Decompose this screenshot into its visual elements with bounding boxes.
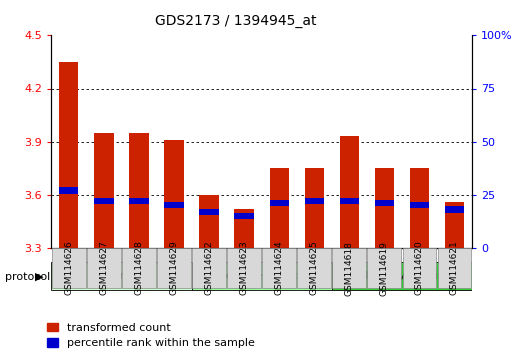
Text: GSM114618: GSM114618 bbox=[345, 241, 354, 296]
FancyBboxPatch shape bbox=[192, 248, 226, 289]
Bar bbox=[200, 195, 219, 248]
Bar bbox=[374, 200, 394, 206]
FancyBboxPatch shape bbox=[262, 248, 296, 289]
FancyBboxPatch shape bbox=[438, 248, 471, 289]
Text: GSM114625: GSM114625 bbox=[310, 241, 319, 296]
Text: sedentary: sedentary bbox=[93, 271, 149, 281]
Bar bbox=[234, 209, 254, 248]
FancyBboxPatch shape bbox=[191, 262, 332, 290]
Bar bbox=[305, 198, 324, 204]
Bar bbox=[269, 168, 289, 248]
Bar bbox=[445, 206, 464, 213]
Text: GSM114620: GSM114620 bbox=[415, 241, 424, 296]
Text: GSM114629: GSM114629 bbox=[169, 241, 179, 296]
Text: GSM114627: GSM114627 bbox=[100, 241, 108, 296]
Text: twice a week activity: twice a week activity bbox=[203, 271, 321, 281]
Bar bbox=[340, 198, 359, 204]
Text: GSM114628: GSM114628 bbox=[134, 241, 144, 296]
Text: protocol: protocol bbox=[5, 272, 50, 282]
Text: ▶: ▶ bbox=[35, 272, 44, 282]
Bar bbox=[340, 136, 359, 248]
Text: GSM114621: GSM114621 bbox=[450, 241, 459, 296]
FancyBboxPatch shape bbox=[332, 262, 472, 290]
Text: GDS2173 / 1394945_at: GDS2173 / 1394945_at bbox=[155, 14, 317, 28]
FancyBboxPatch shape bbox=[332, 248, 366, 289]
Bar bbox=[445, 202, 464, 248]
Text: GSM114626: GSM114626 bbox=[64, 241, 73, 296]
Bar bbox=[410, 168, 429, 248]
Bar bbox=[164, 140, 184, 248]
Text: voluntary running: voluntary running bbox=[352, 271, 452, 281]
FancyBboxPatch shape bbox=[122, 248, 156, 289]
Bar bbox=[164, 202, 184, 209]
Bar bbox=[374, 168, 394, 248]
FancyBboxPatch shape bbox=[403, 248, 436, 289]
Bar bbox=[129, 198, 149, 204]
FancyBboxPatch shape bbox=[298, 248, 331, 289]
Bar bbox=[59, 62, 78, 248]
Bar bbox=[94, 198, 113, 204]
Text: GSM114622: GSM114622 bbox=[205, 241, 213, 296]
Bar bbox=[94, 133, 113, 248]
FancyBboxPatch shape bbox=[52, 248, 86, 289]
Bar bbox=[59, 187, 78, 194]
Bar bbox=[410, 202, 429, 209]
Bar bbox=[269, 200, 289, 206]
FancyBboxPatch shape bbox=[51, 262, 191, 290]
Text: GSM114619: GSM114619 bbox=[380, 241, 389, 296]
Bar bbox=[129, 133, 149, 248]
Text: GSM114624: GSM114624 bbox=[274, 241, 284, 296]
Text: GSM114623: GSM114623 bbox=[240, 241, 249, 296]
Legend: transformed count, percentile rank within the sample: transformed count, percentile rank withi… bbox=[47, 322, 254, 348]
FancyBboxPatch shape bbox=[157, 248, 191, 289]
Bar bbox=[305, 168, 324, 248]
Bar bbox=[200, 209, 219, 215]
FancyBboxPatch shape bbox=[227, 248, 261, 289]
Bar bbox=[234, 213, 254, 219]
FancyBboxPatch shape bbox=[367, 248, 401, 289]
FancyBboxPatch shape bbox=[87, 248, 121, 289]
